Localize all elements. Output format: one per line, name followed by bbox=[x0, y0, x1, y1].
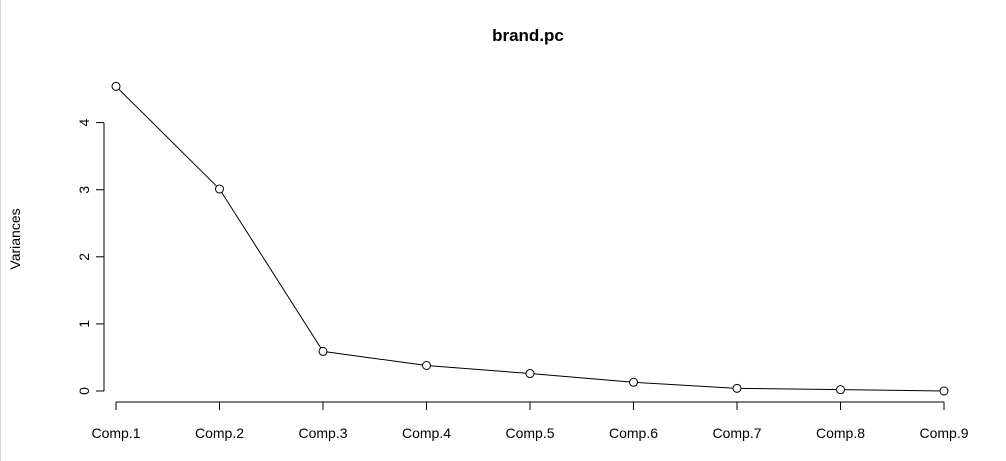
x-tick-label: Comp.1 bbox=[91, 425, 140, 441]
x-tick-label: Comp.9 bbox=[919, 425, 968, 441]
y-tick-label: 3 bbox=[76, 186, 92, 194]
y-tick-label: 0 bbox=[76, 387, 92, 395]
variance-line bbox=[115, 86, 945, 392]
y-tick-label: 4 bbox=[76, 118, 92, 126]
x-tick-label: Comp.6 bbox=[609, 425, 658, 441]
x-tick-label: Comp.7 bbox=[712, 425, 761, 441]
y-tick-label: 2 bbox=[76, 253, 92, 261]
x-tick-label: Comp.8 bbox=[816, 425, 865, 441]
x-tick-label: Comp.2 bbox=[195, 425, 244, 441]
data-point bbox=[422, 361, 431, 371]
y-axis: 0 1 2 3 4 bbox=[76, 118, 105, 395]
data-point bbox=[836, 385, 845, 395]
data-point bbox=[939, 386, 949, 396]
data-point bbox=[318, 346, 328, 356]
x-tick-label: Comp.5 bbox=[505, 425, 554, 441]
data-point bbox=[732, 383, 742, 393]
data-point bbox=[525, 369, 535, 379]
data-point bbox=[215, 184, 224, 194]
data-point bbox=[629, 377, 638, 387]
y-axis-label: Variances bbox=[7, 208, 23, 269]
variance-points bbox=[111, 81, 949, 396]
data-point bbox=[111, 81, 121, 91]
window-left-border bbox=[0, 0, 1, 461]
x-tick-label: Comp.4 bbox=[402, 425, 451, 441]
chart-title: brand.pc bbox=[492, 26, 564, 45]
x-tick-label: Comp.3 bbox=[298, 425, 347, 441]
x-axis: Comp.1 Comp.2 Comp.3 Comp.4 Comp.5 Comp.6 Comp… bbox=[91, 401, 969, 441]
y-tick-label: 1 bbox=[76, 320, 92, 328]
